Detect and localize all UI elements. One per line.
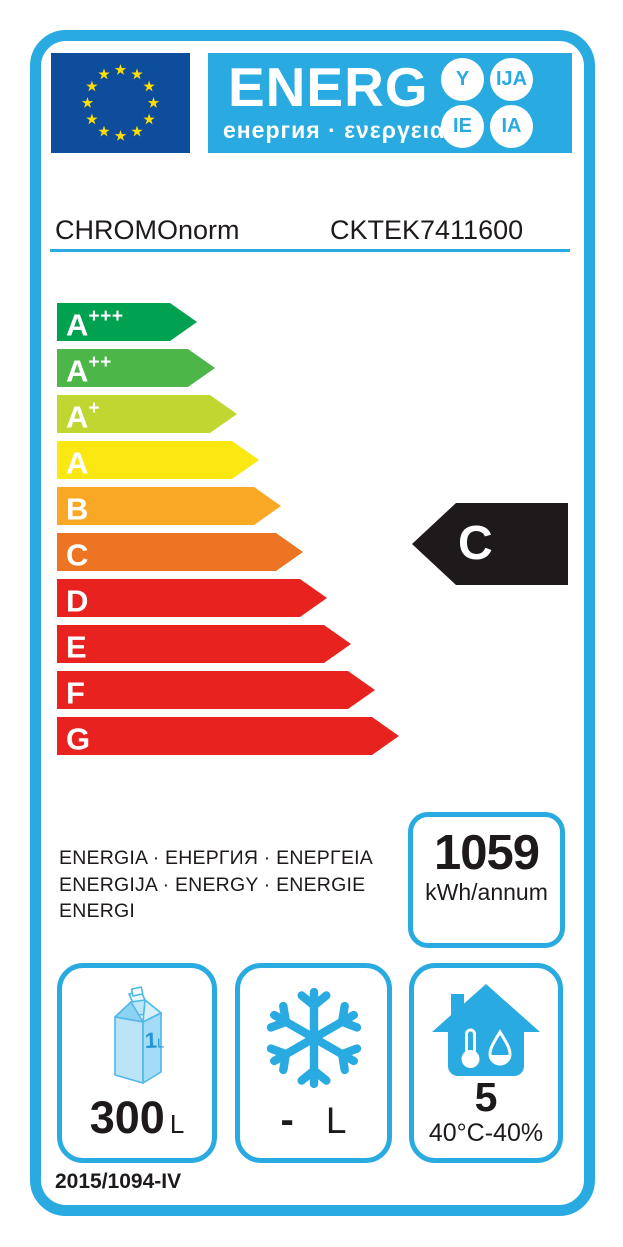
- brand-name: CHROMOnorm: [55, 215, 240, 245]
- climate-class-box: 5 40°C-40%: [409, 963, 563, 1163]
- language-suffix-circle: IE: [441, 105, 484, 148]
- regulation-reference: 2015/1094-IV: [55, 1170, 182, 1193]
- energy-class-arrow-a+: A+: [57, 395, 237, 433]
- model-number: CKTEK7411600: [330, 215, 524, 245]
- divider: [50, 249, 570, 252]
- energy-words: ENERGIA · ЕНЕРГИЯ · ENEPΓEIA ENERGIJA · …: [59, 845, 373, 925]
- rating-letter: C: [458, 517, 493, 570]
- energy-class-label: A: [66, 445, 89, 481]
- energy-words-line: ENERGIA · ЕНЕРГИЯ · ENEPΓEIA: [59, 847, 373, 869]
- chill-volume-value: 300 L: [89, 1092, 185, 1143]
- house-climate-icon: [414, 982, 558, 1080]
- energy-class-arrow-d: D: [57, 579, 327, 617]
- efficiency-scale: A+++ A++ A+ A B C D E F G: [57, 303, 399, 763]
- annual-consumption-value: 1059: [433, 826, 540, 880]
- energy-class-label: C: [66, 537, 89, 573]
- climate-class-number: 5: [474, 1074, 498, 1120]
- climate-condition: 40°C-40%: [428, 1119, 544, 1147]
- annual-consumption-box: 1059 kWh/annum: [408, 812, 565, 948]
- energy-class-label: B: [66, 491, 89, 527]
- energy-banner-subtitle: енергия · ενεργεια: [223, 117, 446, 143]
- annual-consumption-unit: kWh/annum: [425, 879, 548, 905]
- energy-class-label: A+++: [66, 305, 124, 343]
- frozen-volume-value: -L: [280, 1098, 347, 1142]
- eu-flag: [51, 53, 190, 153]
- energy-class-label: A++: [66, 351, 112, 389]
- energy-class-arrow-g: G: [57, 717, 399, 755]
- energy-class-label: A+: [66, 397, 101, 435]
- energy-class-arrow-f: F: [57, 671, 375, 709]
- energy-class-label: F: [66, 675, 85, 711]
- energy-banner: ENERG енергия · ενεργεια Y IJA IE IA: [208, 53, 572, 153]
- milk-carton-icon: 1L: [62, 982, 212, 1094]
- energy-class-arrow-a+++: A+++: [57, 303, 197, 341]
- frozen-volume-box: -L: [235, 963, 392, 1163]
- energy-class-arrow-b: B: [57, 487, 281, 525]
- energy-class-label: D: [66, 583, 89, 619]
- energy-class-arrow-e: E: [57, 625, 351, 663]
- energy-class-arrow-a: A: [57, 441, 259, 479]
- energy-class-arrow-a++: A++: [57, 349, 215, 387]
- language-suffix-circle: IA: [490, 105, 533, 148]
- energy-banner-title: ENERG: [228, 56, 429, 118]
- eu-flag-stars-icon: [81, 64, 160, 141]
- climate-class-value: 5 40°C-40%: [414, 1076, 558, 1148]
- energy-class-label: G: [66, 721, 91, 757]
- language-suffix-circle: Y: [441, 58, 484, 101]
- chill-volume-box: 1L 300 L: [57, 963, 217, 1163]
- energy-class-arrow-c: C: [57, 533, 303, 571]
- language-suffix-circle: IJA: [490, 58, 533, 101]
- snowflake-icon: [240, 982, 387, 1094]
- energy-words-line: ENERGIJA · ENERGY · ENERGIE: [59, 873, 366, 896]
- energy-class-label: E: [66, 629, 87, 665]
- energy-words-line: ENERGI: [59, 900, 135, 922]
